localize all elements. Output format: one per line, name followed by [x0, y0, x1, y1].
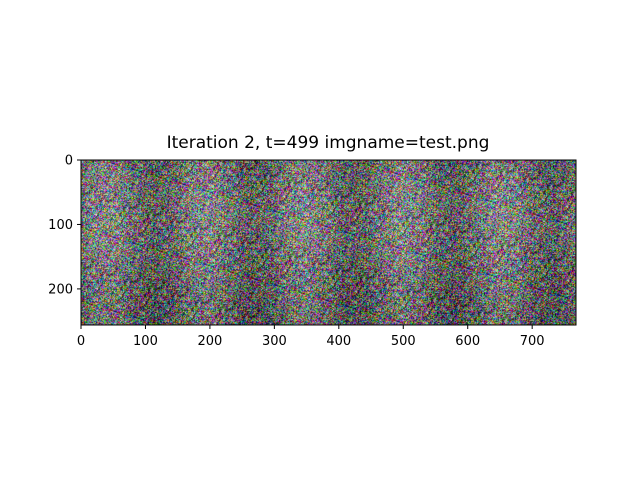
y-tick-label: 200: [48, 282, 73, 297]
x-tick-label: 500: [391, 334, 416, 349]
x-axis-ticks: 0 100 200 300 400 500 600 700: [77, 325, 545, 349]
x-tick-label: 200: [197, 334, 222, 349]
axes-frame: [80, 159, 577, 326]
y-axis-ticks: 0 100 200: [48, 154, 81, 297]
x-tick-label: 600: [455, 334, 480, 349]
noise-image: [81, 160, 576, 325]
x-tick-label: 400: [326, 334, 351, 349]
x-tick-label: 300: [262, 334, 287, 349]
y-tick-label: 0: [65, 154, 73, 169]
x-tick-label: 100: [133, 334, 158, 349]
x-tick-label: 0: [77, 334, 85, 349]
y-tick-label: 100: [48, 218, 73, 233]
x-tick-label: 700: [520, 334, 545, 349]
chart-title: Iteration 2, t=499 imgname=test.png: [166, 133, 490, 153]
